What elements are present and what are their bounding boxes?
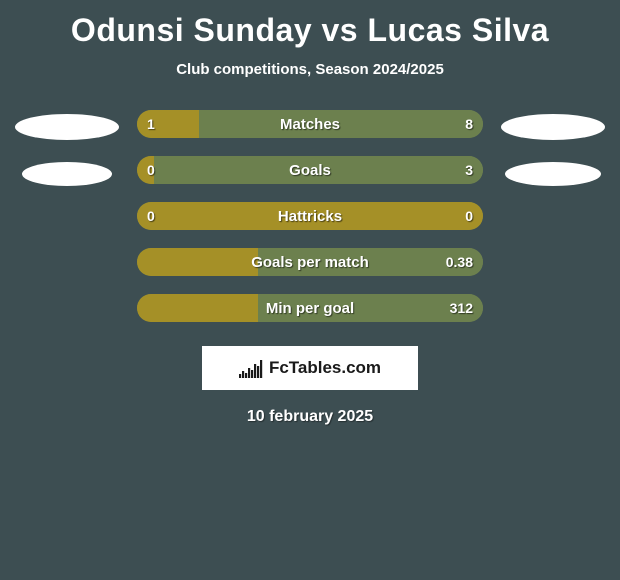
stat-right-value: 3	[465, 156, 473, 184]
stat-label: Matches	[137, 110, 483, 138]
stat-right-value: 8	[465, 110, 473, 138]
player-left-avatar-1	[15, 114, 119, 140]
date-text: 10 february 2025	[0, 408, 620, 426]
stat-label: Goals per match	[137, 248, 483, 276]
stat-label: Goals	[137, 156, 483, 184]
stat-right-value: 0.38	[446, 248, 473, 276]
stat-row: 0Hattricks0	[137, 202, 483, 230]
stat-right-value: 0	[465, 202, 473, 230]
brand-text: FcTables.com	[269, 358, 381, 378]
stat-row: 1Matches8	[137, 110, 483, 138]
right-avatar-column	[501, 110, 605, 322]
player-right-avatar-2	[505, 162, 601, 186]
left-avatar-column	[15, 110, 119, 322]
player-left-avatar-2	[22, 162, 112, 186]
brand-bars-icon	[239, 358, 263, 378]
subtitle: Club competitions, Season 2024/2025	[0, 61, 620, 78]
comparison-content: 1Matches80Goals30Hattricks0Goals per mat…	[0, 110, 620, 322]
stat-row: Goals per match0.38	[137, 248, 483, 276]
stat-label: Min per goal	[137, 294, 483, 322]
stat-label: Hattricks	[137, 202, 483, 230]
stat-row: Min per goal312	[137, 294, 483, 322]
stat-row: 0Goals3	[137, 156, 483, 184]
stat-bars: 1Matches80Goals30Hattricks0Goals per mat…	[137, 110, 483, 322]
player-right-avatar-1	[501, 114, 605, 140]
brand-box: FcTables.com	[202, 346, 418, 390]
stat-right-value: 312	[450, 294, 473, 322]
page-title: Odunsi Sunday vs Lucas Silva	[0, 0, 620, 49]
